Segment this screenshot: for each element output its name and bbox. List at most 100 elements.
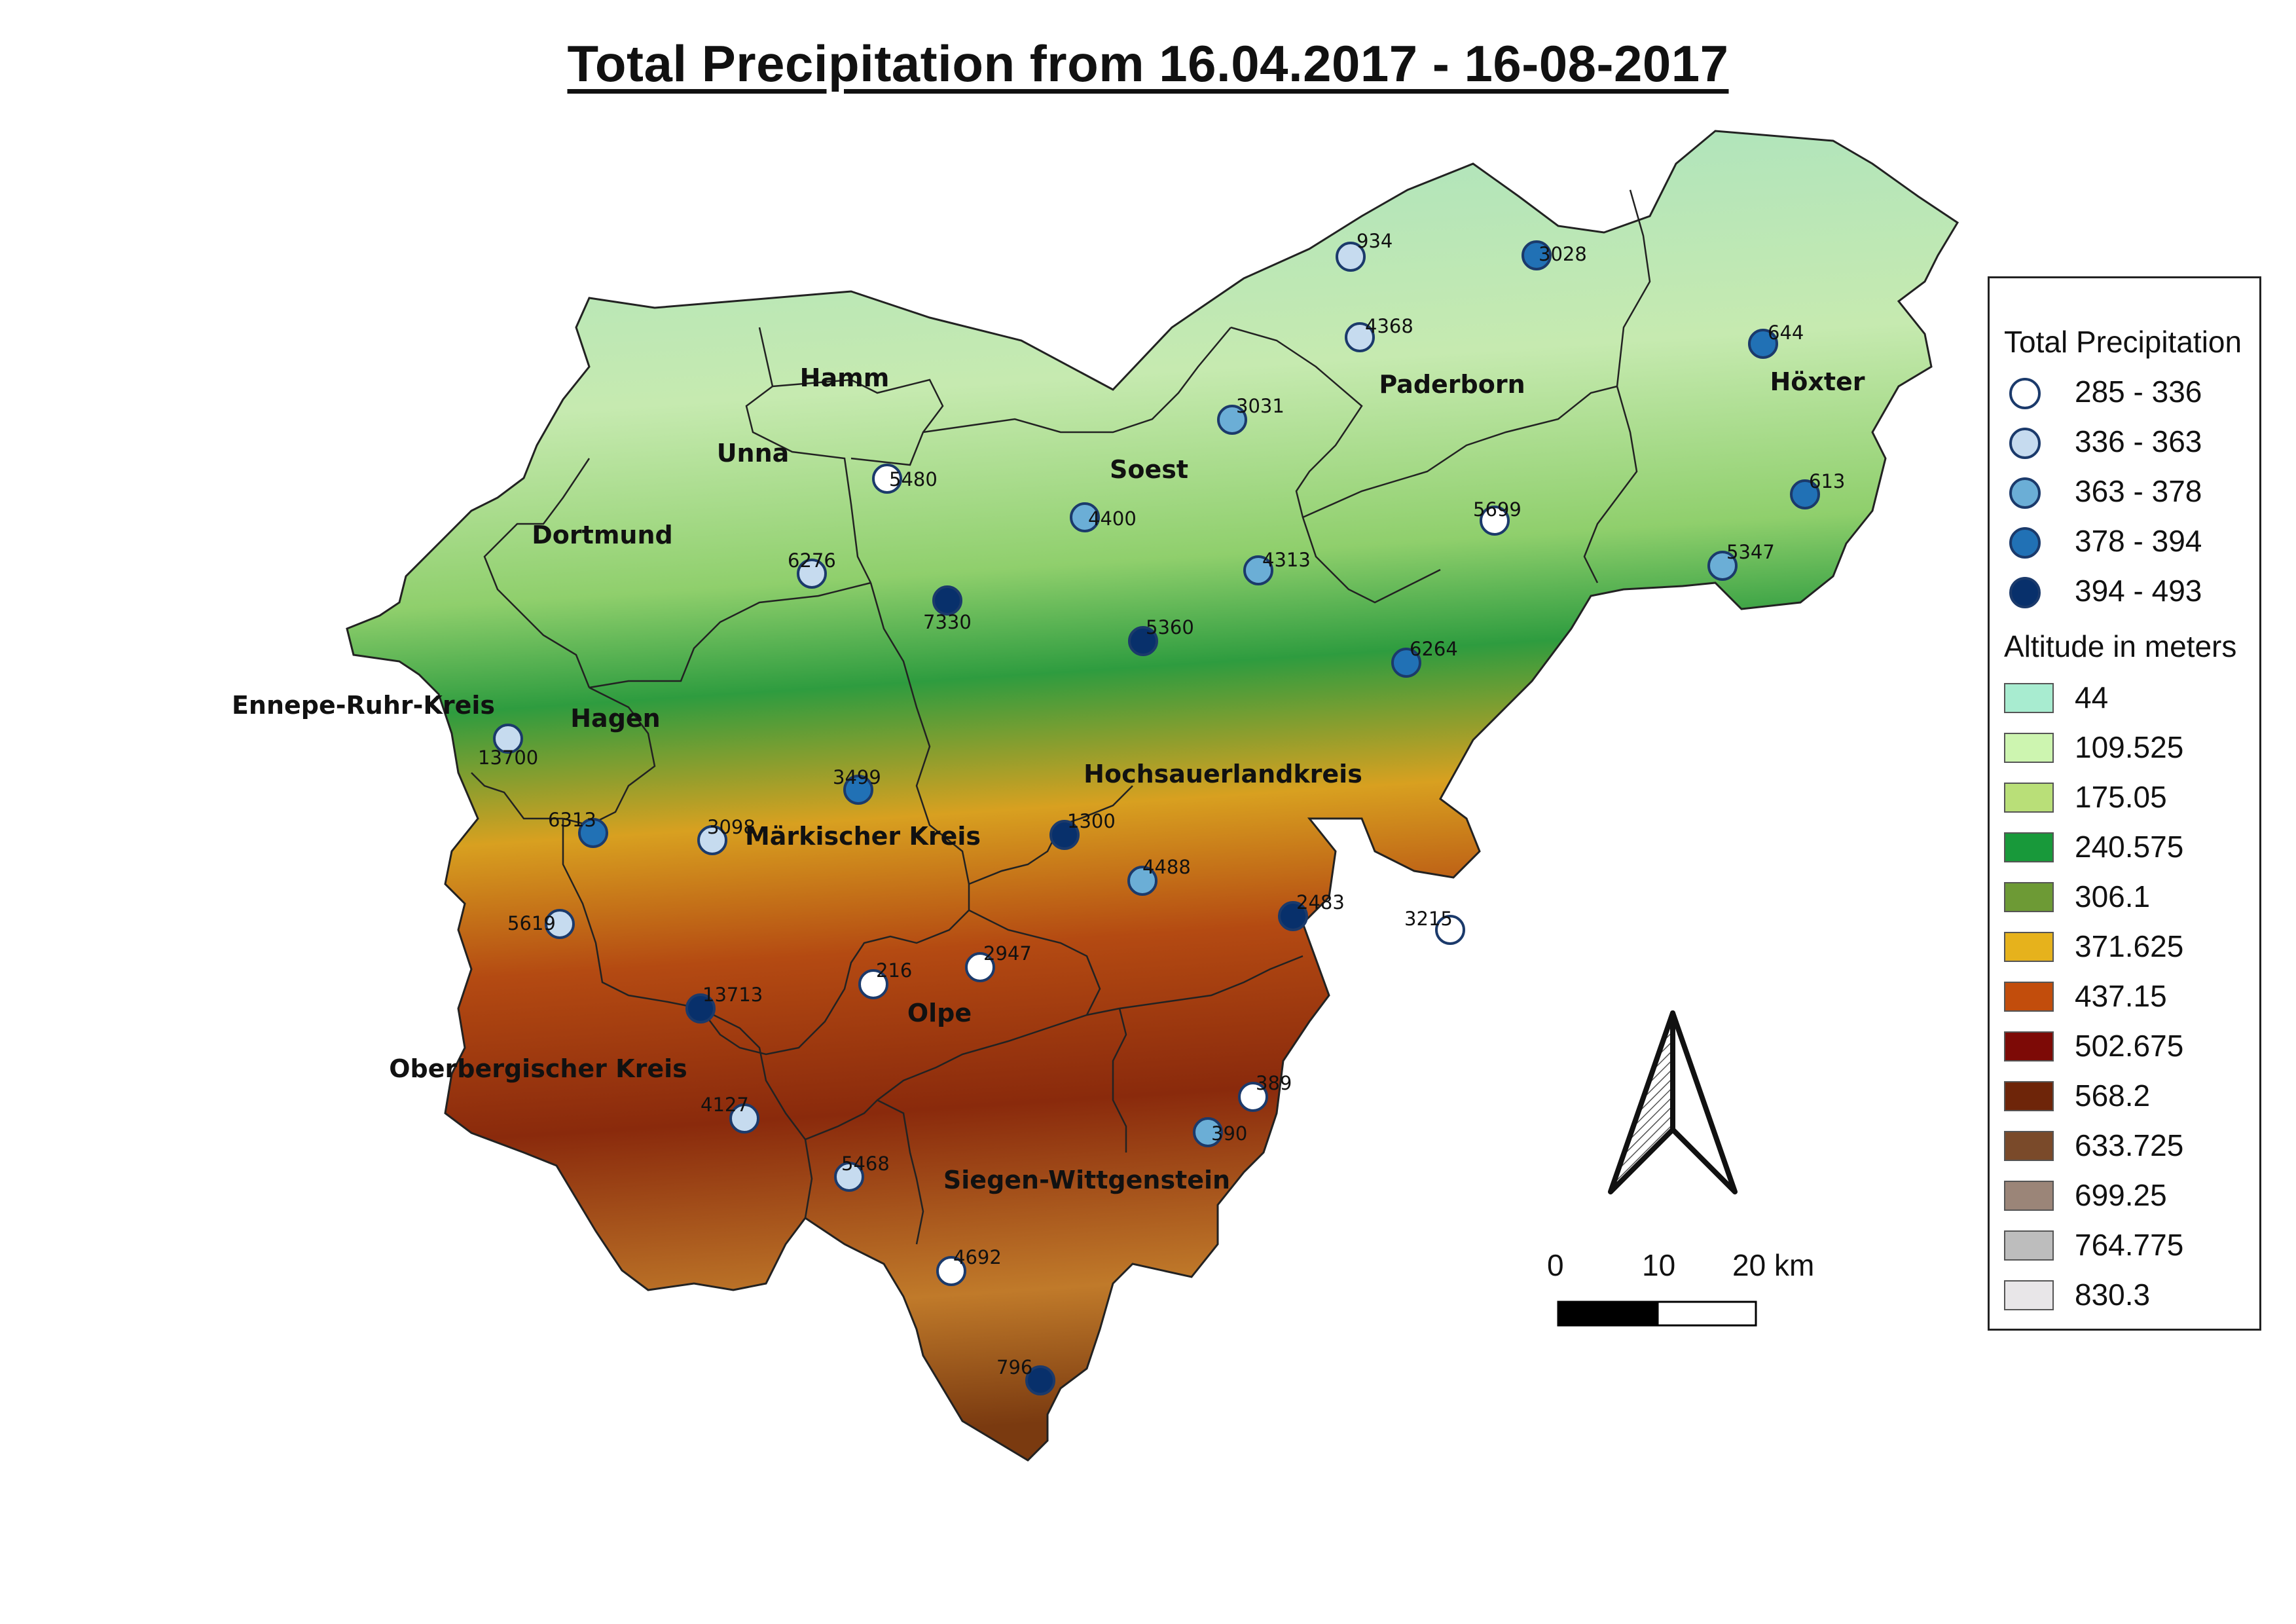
legend-altitude-swatch xyxy=(2004,1031,2054,1061)
station-marker-4692[interactable] xyxy=(936,1256,966,1286)
legend-altitude-label: 568.2 xyxy=(2075,1079,2151,1113)
legend-altitude-swatch xyxy=(2004,932,2054,962)
station-marker-2947[interactable] xyxy=(965,952,995,982)
legend-altitude-title: Altitude in meters xyxy=(2004,629,2237,663)
station-marker-4313[interactable] xyxy=(1243,555,1273,585)
station-label-5468: 5468 xyxy=(841,1153,890,1175)
station-label-3215: 3215 xyxy=(1404,908,1453,930)
legend-altitude-row: 175.05 xyxy=(1990,773,2259,822)
legend-altitude-row: 830.3 xyxy=(1990,1270,2259,1320)
station-label-2483: 2483 xyxy=(1296,891,1345,913)
legend-precip-row: 363 - 378 xyxy=(1990,467,2259,517)
station-marker-5468[interactable] xyxy=(834,1162,864,1192)
scale-bar xyxy=(1557,1301,1757,1327)
station-marker-5480[interactable] xyxy=(872,464,902,494)
legend-altitude-label: 502.675 xyxy=(2075,1029,2184,1063)
district-label-siegen-wittgenstein: Siegen-Wittgenstein xyxy=(943,1166,1230,1194)
district-label-unna: Unna xyxy=(717,439,790,468)
station-marker-3215[interactable] xyxy=(1435,915,1465,945)
district-label-hamm: Hamm xyxy=(800,363,890,392)
legend-altitude-label: 699.25 xyxy=(2075,1178,2167,1212)
legend-altitude-swatch xyxy=(2004,882,2054,912)
district-label-soest: Soest xyxy=(1110,455,1188,484)
district-label-paderborn: Paderborn xyxy=(1379,370,1525,399)
station-marker-1300[interactable] xyxy=(1049,820,1080,850)
station-marker-6264[interactable] xyxy=(1391,648,1421,678)
legend-altitude-swatch xyxy=(2004,1230,2054,1261)
station-layer: 934 3028 4368 644 3031 5480 4400 613 5699 5347 627… xyxy=(478,230,1845,1395)
legend-precip-symbol xyxy=(2009,378,2041,409)
station-marker-6276[interactable] xyxy=(797,559,827,589)
legend-altitude-row: 44 xyxy=(1990,673,2259,723)
district-label-oberbergischer-kreis: Oberbergischer Kreis xyxy=(389,1054,687,1083)
district-label-hochsauerlandkreis: Hochsauerlandkreis xyxy=(1084,760,1362,788)
station-marker-390[interactable] xyxy=(1193,1117,1223,1147)
station-label-4400: 4400 xyxy=(1088,507,1137,530)
station-marker-5619[interactable] xyxy=(545,909,575,939)
station-marker-13713[interactable] xyxy=(685,993,716,1024)
station-marker-6313[interactable] xyxy=(578,818,608,848)
station-marker-216[interactable] xyxy=(858,969,888,999)
legend-altitude-row: 568.2 xyxy=(1990,1071,2259,1121)
station-marker-3499[interactable] xyxy=(843,775,873,805)
legend-altitude-label: 240.575 xyxy=(2075,830,2184,864)
legend-altitude-label: 633.725 xyxy=(2075,1128,2184,1162)
district-label-maerkischer-kreis: Märkischer Kreis xyxy=(745,822,981,851)
station-marker-389[interactable] xyxy=(1238,1082,1268,1112)
station-marker-4127[interactable] xyxy=(729,1103,759,1134)
legend-precip-row: 378 - 394 xyxy=(1990,517,2259,566)
station-marker-7330[interactable] xyxy=(932,585,962,616)
district-label-ennepe-ruhr-kreis: Ennepe-Ruhr-Kreis xyxy=(232,691,495,720)
station-marker-2483[interactable] xyxy=(1278,901,1308,931)
station-label-796: 796 xyxy=(996,1356,1032,1378)
map-title: Total Precipitation from 16.04.2017 - 16… xyxy=(567,35,1729,92)
legend-altitude-row: 633.725 xyxy=(1990,1121,2259,1171)
legend-precip-symbol xyxy=(2009,428,2041,459)
legend-precip-label: 394 - 493 xyxy=(2075,574,2202,608)
legend-precip-label: 336 - 363 xyxy=(2075,424,2202,458)
legend-precip-row: 336 - 363 xyxy=(1990,417,2259,467)
station-label-6276: 6276 xyxy=(788,549,836,572)
station-label-6264: 6264 xyxy=(1410,638,1458,660)
legend-altitude-label: 764.775 xyxy=(2075,1228,2184,1262)
district-label-dortmund: Dortmund xyxy=(532,521,672,549)
station-label-3031: 3031 xyxy=(1236,395,1285,417)
legend-altitude-swatch xyxy=(2004,1081,2054,1111)
station-label-5360: 5360 xyxy=(1146,616,1194,638)
station-marker-796[interactable] xyxy=(1025,1365,1055,1395)
station-marker-13700[interactable] xyxy=(493,724,523,754)
station-marker-613[interactable] xyxy=(1790,479,1820,509)
station-label-4692: 4692 xyxy=(953,1246,1002,1268)
station-marker-4488[interactable] xyxy=(1127,866,1157,896)
station-marker-644[interactable] xyxy=(1748,329,1778,359)
scale-tick-20-km: 20 km xyxy=(1732,1248,1815,1282)
region-terrain xyxy=(346,130,1959,1462)
legend-precip-symbol xyxy=(2009,527,2041,559)
station-marker-5699[interactable] xyxy=(1480,506,1510,536)
station-marker-3028[interactable] xyxy=(1522,240,1552,270)
legend-altitude-swatch xyxy=(2004,733,2054,763)
station-label-934: 934 xyxy=(1357,230,1393,252)
station-marker-934[interactable] xyxy=(1336,242,1366,272)
station-marker-5360[interactable] xyxy=(1128,626,1158,656)
station-label-1300: 1300 xyxy=(1067,810,1116,832)
legend-precip-symbol xyxy=(2009,577,2041,608)
legend-altitude-row: 109.525 xyxy=(1990,723,2259,773)
station-label-5347: 5347 xyxy=(1726,541,1775,563)
station-marker-3031[interactable] xyxy=(1217,405,1247,435)
station-marker-3098[interactable] xyxy=(697,825,727,855)
legend-panel: Total Precipitation 285 - 336 336 - 363 36… xyxy=(1988,276,2261,1331)
legend-precip-label: 378 - 394 xyxy=(2075,524,2202,558)
station-marker-5347[interactable] xyxy=(1707,551,1738,581)
station-marker-4400[interactable] xyxy=(1070,502,1100,532)
scale-tick-0: 0 xyxy=(1547,1248,1564,1282)
scale-tick-10: 10 xyxy=(1642,1248,1676,1282)
station-label-216: 216 xyxy=(876,959,912,982)
legend-altitude-swatch xyxy=(2004,1181,2054,1211)
station-label-7330: 7330 xyxy=(923,611,972,633)
station-marker-4368[interactable] xyxy=(1345,322,1375,352)
station-label-4127: 4127 xyxy=(701,1094,749,1116)
legend-precip-row: 394 - 493 xyxy=(1990,566,2259,616)
station-label-3028: 3028 xyxy=(1539,243,1587,265)
